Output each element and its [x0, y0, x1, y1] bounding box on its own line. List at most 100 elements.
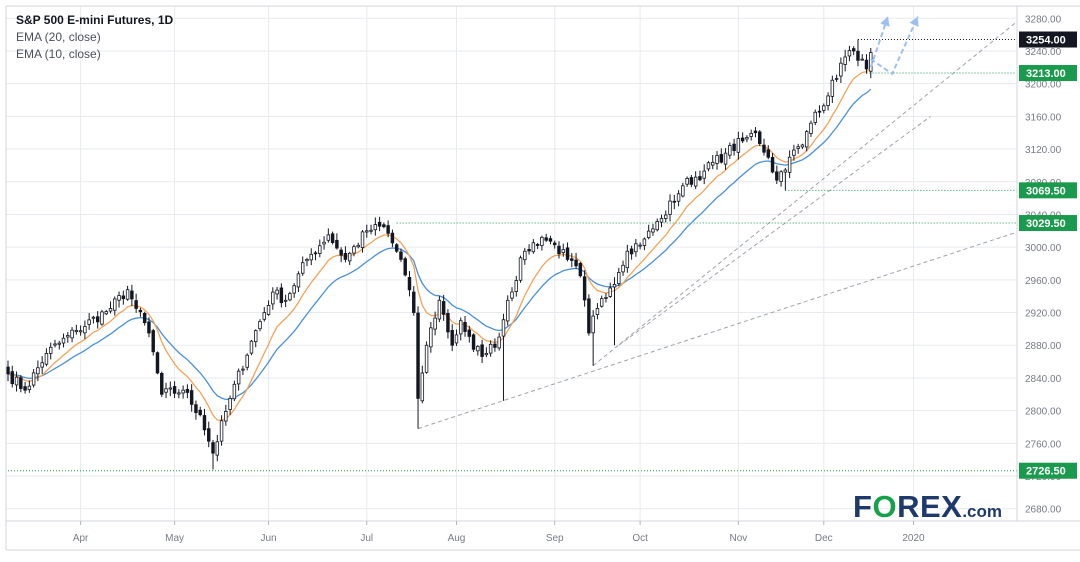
candle-body: [241, 368, 245, 371]
candle-body: [292, 285, 296, 294]
candle-body: [335, 239, 339, 249]
candle-body: [685, 177, 689, 185]
price-tick-label: 2960.00: [1025, 276, 1062, 287]
candle-body: [629, 248, 634, 255]
candlesticks: [6, 39, 873, 470]
candle-body: [202, 415, 207, 431]
ema-line: [7, 67, 872, 421]
candle-body: [232, 383, 237, 400]
candle-body: [582, 276, 587, 301]
candle-body: [318, 245, 322, 254]
candle-body: [476, 345, 480, 352]
candle-body: [254, 330, 258, 343]
candle-body: [6, 366, 10, 375]
candle-body: [78, 330, 83, 333]
candle-body: [792, 149, 796, 156]
candle-body: [10, 371, 14, 385]
candle-body: [672, 200, 677, 203]
candle-body: [271, 291, 275, 305]
candle-body: [189, 390, 194, 405]
candle-body: [429, 327, 433, 348]
logo-letter-f: F: [853, 489, 873, 524]
trendline: [592, 21, 1017, 367]
time-tick-label: Apr: [73, 533, 89, 544]
candle-body: [702, 170, 706, 179]
candle-body: [31, 372, 36, 386]
candle-body: [356, 244, 360, 248]
candle-body: [394, 244, 399, 252]
candle-body: [762, 144, 766, 153]
time-axis[interactable]: Apr May Jun Jul Aug Sep Oct Nov Dec 2020: [73, 521, 925, 544]
price-tick-label: 3000.00: [1025, 243, 1062, 254]
price-level-label: 3069.50: [1026, 185, 1066, 197]
candle-body: [416, 312, 420, 399]
candle-body: [155, 352, 160, 374]
candle-body: [565, 247, 570, 260]
candle-body: [172, 386, 177, 394]
candle-body: [23, 386, 27, 391]
candle-body: [459, 320, 463, 335]
candle-body: [160, 372, 164, 395]
candle-body: [134, 300, 138, 309]
candle-body: [399, 251, 403, 260]
price-level-label: 3254.00: [1026, 35, 1066, 47]
candle-body: [676, 193, 681, 202]
price-axis[interactable]: 2680.002720.002760.002800.002840.002880.…: [1025, 14, 1062, 515]
candle-body: [130, 290, 134, 300]
candle-body: [698, 176, 702, 181]
candle-body: [779, 171, 783, 182]
candle-body: [125, 289, 130, 300]
candle-body: [211, 442, 215, 454]
time-tick-label: 2020: [902, 533, 925, 544]
candle-body: [14, 376, 19, 386]
candle-body: [817, 110, 822, 113]
candle-body: [236, 370, 241, 385]
candle-body: [595, 308, 600, 315]
candle-body: [668, 200, 672, 215]
candle-body: [826, 95, 830, 107]
candle-body: [689, 177, 694, 185]
candle-body: [471, 334, 476, 350]
candle-body: [681, 185, 685, 197]
candle-body: [360, 231, 365, 248]
candle-body: [497, 336, 501, 349]
price-level-tag: [1019, 215, 1077, 232]
horizontal-levels: [8, 39, 1017, 472]
candle-body: [651, 228, 655, 233]
candle-body: [44, 353, 49, 365]
candle-body: [266, 305, 271, 315]
candle-body: [706, 162, 711, 170]
candle-body: [749, 132, 753, 137]
candle-body: [822, 105, 826, 111]
candle-body: [100, 311, 104, 325]
candle-body: [527, 249, 531, 252]
candle-body: [634, 243, 638, 253]
price-tick-label: 3200.00: [1025, 80, 1062, 91]
ema-line: [7, 88, 872, 401]
candle-body: [70, 329, 74, 339]
candle-body: [625, 250, 630, 269]
price-tick-label: 2760.00: [1025, 439, 1062, 450]
candle-body: [552, 242, 557, 246]
time-tick-label: Nov: [729, 533, 747, 544]
candle-body: [104, 311, 108, 315]
price-level-tag: [1019, 31, 1077, 48]
candle-body: [424, 344, 429, 373]
logo-letters-rex: REX: [897, 489, 963, 524]
candle-body: [510, 291, 514, 299]
candle-body: [74, 330, 79, 333]
candle-body: [91, 316, 96, 319]
candle-body: [36, 367, 40, 375]
candle-body: [296, 273, 301, 288]
candle-body: [655, 221, 659, 231]
time-tick-label: Aug: [448, 533, 466, 544]
trendline-layer: [417, 21, 1017, 430]
candle-body: [275, 289, 279, 295]
price-tick-label: 2800.00: [1025, 407, 1062, 418]
price-tick-label: 3120.00: [1025, 145, 1062, 156]
candle-body: [847, 50, 852, 57]
candle-body: [608, 287, 612, 297]
candle-body: [373, 224, 378, 231]
candle-body: [142, 313, 147, 324]
